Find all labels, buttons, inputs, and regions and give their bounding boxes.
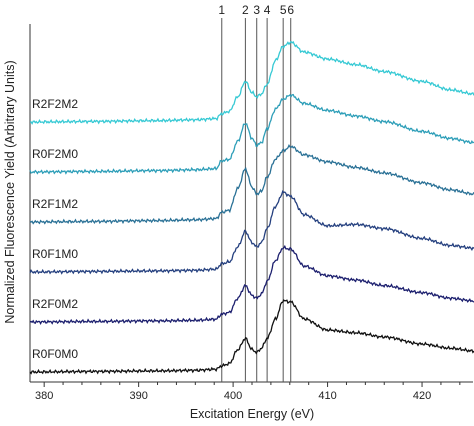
reference-line-label: 4 [264,3,271,17]
x-axis-title: Excitation Energy (eV) [190,407,314,421]
series-line-R0F1M0 [29,190,474,275]
series-line-R2F2M2 [29,40,474,125]
reference-line-label: 5 [280,3,287,17]
series-label: R0F0M0 [32,347,78,361]
series-label: R2F2M2 [32,97,78,111]
series-label: R2F1M2 [32,197,78,211]
series-labels: R2F2M2 R0F2M0 R2F1M2 R0F1M0 R2F0M2 R0F0M0 [32,97,78,361]
x-tick-label: 380 [35,390,53,402]
series-lines [29,40,474,375]
reference-line-label: 6 [287,3,294,17]
x-tick-label: 400 [224,390,242,402]
series-line-R2F1M2 [29,144,474,225]
series-label: R2F0M2 [32,297,78,311]
x-tick-label: 390 [129,390,147,402]
x-tick-label: 420 [413,390,431,402]
reference-line-label: 1 [218,3,225,17]
series-line-R0F0M0 [29,299,474,375]
x-tick-label: 410 [318,390,336,402]
x-axis-ticks: 380 390 400 410 420 [35,382,461,402]
y-axis-title: Normalized Fluorescence Yield (Arbitrary… [3,60,17,323]
series-line-R2F0M2 [29,244,474,326]
reference-line-label: 3 [253,3,260,17]
series-label: R0F2M0 [32,147,78,161]
series-line-R0F2M0 [29,93,474,175]
series-label: R0F1M0 [32,247,78,261]
reference-line-label: 2 [242,3,249,17]
